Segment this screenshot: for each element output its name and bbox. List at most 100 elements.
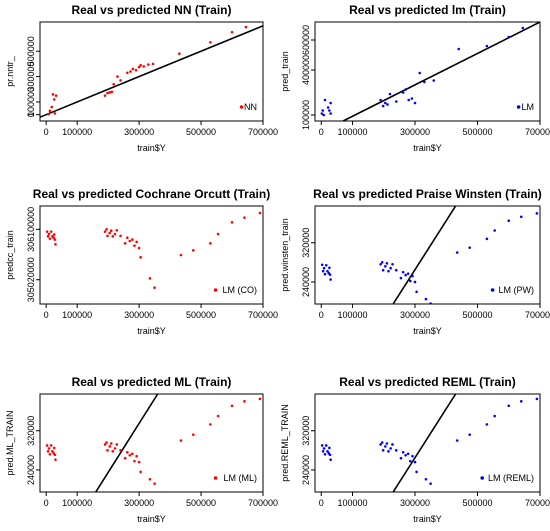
chart-title: Real vs predicted lm (Train): [349, 3, 506, 17]
data-point: [321, 269, 325, 273]
x-axis-label: train$Y: [413, 514, 442, 524]
data-point: [429, 302, 432, 304]
data-point: [179, 253, 183, 257]
data-point: [322, 266, 326, 270]
legend-marker: [480, 476, 485, 480]
data-point: [380, 261, 384, 264]
data-point: [323, 272, 327, 276]
data-point: [54, 94, 58, 97]
data-point: [54, 458, 57, 461]
data-point: [418, 71, 421, 75]
x-tick-label: 300000: [124, 498, 154, 508]
fit-line: [342, 22, 540, 121]
data-point: [379, 98, 382, 102]
y-axis-label: pred.winsten_train: [280, 218, 290, 292]
data-point: [413, 280, 417, 284]
data-point: [103, 94, 107, 97]
data-point: [415, 470, 418, 474]
x-tick-label: 100000: [337, 310, 367, 320]
chart-title: Real vs predicted Praise Winsten (Train): [313, 187, 542, 201]
x-tick-label: 100000: [337, 127, 367, 137]
data-point: [119, 79, 122, 82]
chart-panel-2: Real vs predicted lm (Train) 0 100000 30000…: [280, 3, 550, 153]
data-point: [50, 105, 54, 109]
data-point: [385, 262, 389, 265]
data-point: [328, 266, 331, 270]
data-point: [386, 103, 389, 106]
data-point: [109, 229, 113, 233]
legend-marker: [213, 288, 218, 292]
y-tick-label: 500000: [26, 36, 36, 66]
data-point: [389, 266, 392, 270]
y-tick-label: 240000: [301, 455, 311, 485]
data-point: [133, 459, 136, 463]
data-point: [320, 444, 324, 447]
data-point: [53, 112, 57, 115]
data-point: [321, 450, 325, 453]
y-tick-label: 100000: [26, 87, 36, 117]
data-point: [507, 404, 511, 408]
chart-panel-6: Real vs predicted REML (Train) 0 100000 300…: [280, 375, 550, 524]
data-point: [399, 456, 403, 460]
data-point: [129, 70, 132, 73]
data-point: [106, 91, 109, 95]
data-point: [111, 450, 115, 453]
x-axis-label: train$Y: [137, 143, 166, 153]
data-point: [209, 423, 212, 426]
x-tick-label: 500000: [186, 310, 216, 320]
data-point: [381, 449, 385, 452]
data-point: [135, 454, 138, 458]
data-point: [139, 256, 142, 259]
y-tick-label: 400000: [301, 55, 311, 85]
data-point: [46, 235, 50, 238]
data-point: [409, 279, 412, 283]
data-point: [401, 451, 405, 454]
data-point: [379, 263, 382, 266]
data-point: [148, 277, 152, 280]
data-point: [230, 404, 234, 408]
data-point: [535, 397, 539, 401]
data-point: [130, 452, 134, 456]
data-point: [406, 452, 410, 456]
x-tick-label: 700000: [525, 127, 550, 137]
plot-frame: [39, 205, 264, 305]
data-point: [52, 233, 56, 236]
data-point: [128, 239, 132, 243]
chart-title: Real vs predicted ML (Train): [72, 375, 232, 389]
data-point: [379, 443, 382, 446]
legend-label: NN: [244, 102, 257, 112]
x-tick-label: 300000: [124, 127, 154, 137]
data-point: [131, 67, 135, 71]
y-tick-label: 320000: [301, 416, 311, 446]
chart-title: Real vs predicted REML (Train): [339, 375, 516, 389]
chart-panel-3: Real vs predicted Cochrane Orcutt (Train…: [5, 187, 278, 336]
data-point: [320, 263, 324, 267]
data-point: [47, 112, 50, 116]
chart-panel-4: Real vs predicted Praise Winsten (Train)…: [280, 187, 550, 336]
data-point: [179, 439, 183, 442]
data-point: [468, 433, 471, 436]
y-tick-label: 240000: [301, 267, 311, 297]
data-point: [399, 276, 403, 280]
data-point: [385, 442, 389, 445]
data-point: [329, 278, 332, 281]
data-point: [387, 269, 390, 273]
legend-marker: [213, 476, 218, 480]
data-point: [423, 80, 426, 84]
fit-line: [392, 394, 457, 492]
fit-line: [40, 25, 263, 118]
data-point: [115, 228, 119, 232]
data-point: [137, 460, 141, 464]
legend-label: LM (ML): [224, 473, 258, 483]
x-tick-label: 300000: [400, 498, 430, 508]
data-point: [106, 449, 109, 452]
data-point: [126, 236, 129, 240]
data-point: [384, 264, 387, 268]
data-point: [329, 112, 332, 115]
data-point: [394, 268, 398, 272]
data-point: [116, 75, 119, 78]
y-axis-label: pred.ML_TRAIN: [5, 410, 15, 475]
data-point: [507, 35, 511, 39]
data-point: [139, 470, 142, 474]
data-point: [324, 444, 328, 447]
